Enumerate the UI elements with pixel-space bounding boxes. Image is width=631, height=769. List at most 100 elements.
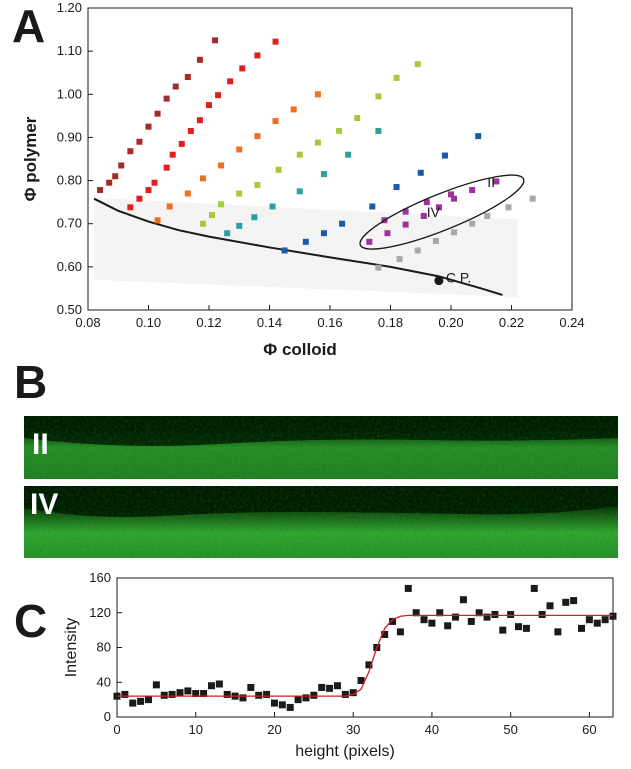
data-point [278, 701, 286, 709]
y-tick-label: 1.20 [57, 0, 82, 15]
data-point-series-2 [196, 117, 203, 124]
x-tick-label: 0.14 [257, 315, 282, 330]
data-point-series-4 [199, 220, 206, 227]
data-point-series-3 [314, 91, 321, 98]
data-point [349, 689, 357, 697]
data-point [507, 610, 515, 618]
data-point [144, 696, 152, 704]
data-point [137, 697, 145, 705]
data-point-series-8 [375, 264, 382, 271]
data-point-series-1 [106, 179, 113, 186]
data-point-series-2 [169, 151, 176, 158]
image-ii-label: II [32, 428, 49, 461]
intensity-profile: 0 10 20 30 40 50 60 0 40 80 120 160 height (pixels) I… [63, 570, 617, 760]
y-tick-label: 0 [104, 709, 111, 724]
data-point-series-1 [196, 56, 203, 63]
data-point-series-1 [118, 162, 125, 169]
data-point-series-7 [402, 221, 409, 228]
data-point [310, 691, 318, 699]
data-point-series-1 [136, 138, 143, 145]
data-point-series-4 [375, 93, 382, 100]
y-tick-label: 1.10 [57, 43, 82, 58]
x-tick-label: 30 [346, 722, 360, 737]
data-point-series-2 [145, 187, 152, 194]
data-point-series-3 [272, 118, 279, 125]
data-point-series-1 [172, 83, 179, 90]
data-point [412, 609, 420, 617]
y-tick-label: 120 [89, 605, 111, 620]
data-point [436, 609, 444, 617]
data-point [546, 602, 554, 610]
microscopy-image-iv: IV [24, 486, 618, 558]
data-point-series-1 [163, 95, 170, 102]
data-point-series-8 [396, 256, 403, 263]
data-point-series-7 [402, 208, 409, 215]
data-point-series-3 [184, 190, 191, 197]
x-tick-label: 0.10 [136, 315, 161, 330]
data-point [326, 684, 334, 692]
data-point-series-6 [393, 184, 400, 191]
data-point-series-7 [423, 199, 430, 206]
data-point-series-2 [178, 140, 185, 147]
data-point [499, 626, 507, 634]
data-point-series-4 [275, 166, 282, 173]
y-tick-label: 0.60 [57, 259, 82, 274]
data-point-series-2 [215, 92, 222, 99]
y-tick-label: 40 [97, 674, 111, 689]
y-tick-label: 0.80 [57, 173, 82, 188]
x-tick-label: 0.18 [378, 315, 403, 330]
ellipse-label-ii: II [487, 174, 495, 190]
data-point-series-3 [154, 217, 161, 224]
phase-boundary-line [93, 197, 503, 296]
data-point-series-4 [236, 190, 243, 197]
data-point-series-3 [218, 162, 225, 169]
x-tick-label: 20 [267, 722, 281, 737]
x-tick-label: 0.16 [317, 315, 342, 330]
data-point [483, 613, 491, 621]
data-point-series-5 [345, 151, 352, 158]
data-point-series-8 [414, 247, 421, 254]
data-point [396, 628, 404, 636]
data-point-series-4 [393, 74, 400, 81]
data-point [522, 624, 530, 632]
data-point [515, 623, 523, 631]
data-point [554, 628, 562, 636]
data-point-series-4 [336, 127, 343, 134]
x-tick-label: 60 [582, 722, 596, 737]
data-point [302, 694, 310, 702]
data-point-series-5 [375, 127, 382, 134]
data-point [263, 690, 271, 698]
data-point-series-6 [320, 230, 327, 237]
data-point [491, 610, 499, 618]
data-point-series-4 [354, 115, 361, 122]
data-point-series-2 [254, 52, 261, 59]
data-point [381, 630, 389, 638]
data-point-series-7 [451, 195, 458, 202]
data-point [341, 690, 349, 698]
data-point-series-7 [469, 187, 476, 194]
data-point-series-2 [239, 65, 246, 72]
data-point [121, 690, 129, 698]
data-point [270, 699, 278, 707]
data-point-series-1 [184, 74, 191, 81]
x-tick-label: 0.24 [559, 315, 584, 330]
panel-b-letter: B [14, 356, 47, 408]
data-point [160, 691, 168, 699]
data-point [184, 687, 192, 695]
data-point-series-5 [251, 214, 258, 221]
data-point-series-7 [420, 212, 427, 219]
data-point-series-6 [475, 133, 482, 140]
data-point-series-5 [236, 222, 243, 229]
data-point [444, 622, 452, 630]
data-point [333, 682, 341, 690]
data-point [428, 619, 436, 627]
data-point-series-3 [166, 203, 173, 210]
data-point-series-6 [369, 203, 376, 210]
data-point-series-1 [154, 110, 161, 117]
data-point [168, 690, 176, 698]
data-point-series-6 [441, 152, 448, 159]
critical-point-label: C.P. [446, 270, 471, 286]
data-point [129, 699, 137, 707]
y-tick-label: 160 [89, 570, 111, 585]
